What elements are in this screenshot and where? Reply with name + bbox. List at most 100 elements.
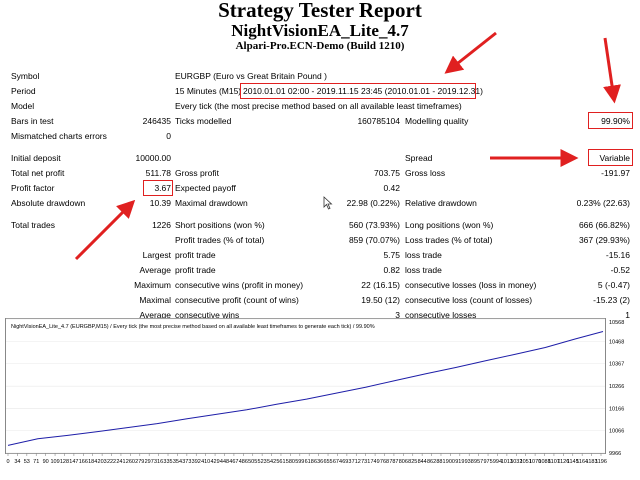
profit-trades-value: 859 (70.07%) <box>348 235 400 245</box>
quality-label: Modelling quality <box>405 116 469 126</box>
maximal-consec-profit-label: consecutive profit (count of wins) <box>175 295 299 305</box>
arrow-period <box>444 31 497 74</box>
x-tick-label: 1051 <box>520 459 532 465</box>
avg-consec-losses-label: consecutive losses <box>405 310 477 320</box>
x-tick-label: 467 <box>229 459 238 465</box>
profit-factor-value: 3.67 <box>154 183 171 193</box>
profit-factor-label: Profit factor <box>11 183 55 193</box>
abs-drawdown-value: 10.39 <box>149 198 171 208</box>
x-tick-label: 335 <box>163 459 172 465</box>
x-tick-label: 316 <box>154 459 163 465</box>
x-tick-label: 618 <box>305 459 314 465</box>
balance-chart: NightVisionEA_Lite_4.7 (EURGBP,M15) / Ev… <box>5 318 624 465</box>
y-tick-label: 10266 <box>609 384 624 390</box>
x-tick-label: 109 <box>50 459 59 465</box>
x-tick-label: 392 <box>192 459 201 465</box>
x-tick-label: 486 <box>239 459 248 465</box>
modelling-quality-highlight <box>588 112 633 129</box>
average-profit-value: 0.82 <box>383 265 400 275</box>
x-tick-label: 712 <box>352 459 361 465</box>
server-name: Alpari-Pro.ECN-Demo (Build 1210) <box>235 40 405 52</box>
x-tick-label: 147 <box>69 459 78 465</box>
x-tick-label: 373 <box>182 459 191 465</box>
avg-consec-wins-label: consecutive wins <box>175 310 240 320</box>
ticks-value: 160785104 <box>357 116 400 126</box>
max-drawdown-value: 22.98 (0.22%) <box>346 198 400 208</box>
x-tick-label: 166 <box>79 459 88 465</box>
largest-profit-value: 5.75 <box>383 250 400 260</box>
x-tick-label: 184 <box>88 459 97 465</box>
period-range: 2010.01.01 02:00 - 2019.11.15 23:45 (201… <box>243 86 483 96</box>
average-loss-label: loss trade <box>405 265 442 275</box>
balance-line <box>7 331 604 446</box>
net-profit-value: 511.78 <box>145 168 171 178</box>
x-tick-label: 128 <box>60 459 69 465</box>
x-tick-label: 957 <box>474 459 483 465</box>
max-consec-wins-value: 22 (16.15) <box>361 280 400 290</box>
expected-payoff-label: Expected payoff <box>175 183 236 193</box>
period-timeframe: 15 Minutes (M15) <box>175 86 242 96</box>
avg-consec-wins-value: 3 <box>395 310 400 320</box>
long-positions-label: Long positions (won %) <box>405 220 494 230</box>
x-tick-label: 222 <box>107 459 116 465</box>
x-tick-label: 1107 <box>548 459 560 465</box>
x-tick-label: 1032 <box>510 459 522 465</box>
maximal-consec-profit-value: 19.50 (12) <box>361 295 400 305</box>
x-tick-label: 1145 <box>567 459 579 465</box>
x-tick-label: 505 <box>248 459 257 465</box>
initial-deposit-value: 10000.00 <box>135 153 171 163</box>
short-positions-label: Short positions (won %) <box>175 220 265 230</box>
x-tick-label: 900 <box>446 459 455 465</box>
x-tick-label: 994 <box>493 459 502 465</box>
x-tick-label: 241 <box>116 459 125 465</box>
x-tick-label: 693 <box>342 459 351 465</box>
period-label: Period <box>11 86 36 96</box>
symbol-value: EURGBP (Euro vs Great Britain Pound ) <box>175 71 327 81</box>
x-tick-label: 580 <box>286 459 295 465</box>
largest-loss-value: -15.16 <box>605 250 630 260</box>
largest-profit-label: profit trade <box>175 250 216 260</box>
y-tick-label: 10568 <box>609 320 624 326</box>
quality-value: 99.90% <box>601 116 630 126</box>
abs-drawdown-label: Absolute drawdown <box>11 198 86 208</box>
x-tick-label: 787 <box>389 459 398 465</box>
rel-drawdown-value: 0.23% (22.63) <box>576 198 630 208</box>
x-tick-label: 410 <box>201 459 210 465</box>
gross-profit-value: 703.75 <box>374 168 400 178</box>
short-positions-value: 560 (73.93%) <box>348 220 400 230</box>
x-tick-label: 1126 <box>557 459 569 465</box>
mismatch-value: 0 <box>166 131 171 141</box>
max-consec-losses-value: 5 (-0.47) <box>597 280 630 290</box>
mouse-cursor-icon <box>323 196 333 210</box>
x-tick-label: 862 <box>427 459 436 465</box>
gross-loss-label: Gross loss <box>405 168 446 178</box>
x-tick-label: 429 <box>210 459 219 465</box>
average-profit-label: profit trade <box>175 265 216 275</box>
x-tick-label: 599 <box>295 459 304 465</box>
x-tick-label: 938 <box>465 459 474 465</box>
chart-title: NightVisionEA_Lite_4.7 (EURGBP,M15) / Ev… <box>11 324 375 330</box>
x-tick-label: 279 <box>135 459 144 465</box>
model-value: Every tick (the most precise method base… <box>175 101 462 111</box>
long-positions-value: 666 (66.82%) <box>578 220 630 230</box>
x-tick-label: 297 <box>145 459 154 465</box>
y-tick-label: 9966 <box>609 451 621 457</box>
x-tick-label: 34 <box>14 459 20 465</box>
period-range-highlight <box>240 83 476 99</box>
y-tick-label: 10468 <box>609 339 624 345</box>
maximum-label: Maximum <box>134 280 171 290</box>
report-title: Strategy Tester Report <box>218 0 422 22</box>
arrow-profit-factor <box>74 199 136 261</box>
x-tick-label: 1196 <box>595 459 607 465</box>
x-tick-label: 1070 <box>529 459 541 465</box>
average-loss-value: -0.52 <box>610 265 630 275</box>
max-drawdown-label: Maximal drawdown <box>175 198 248 208</box>
rel-drawdown-label: Relative drawdown <box>405 198 477 208</box>
x-tick-label: 655 <box>323 459 332 465</box>
x-tick-label: 561 <box>276 459 285 465</box>
average-label: Average <box>139 265 171 275</box>
x-tick-label: 90 <box>43 459 49 465</box>
model-label: Model <box>11 101 35 111</box>
x-tick-label: 260 <box>126 459 135 465</box>
